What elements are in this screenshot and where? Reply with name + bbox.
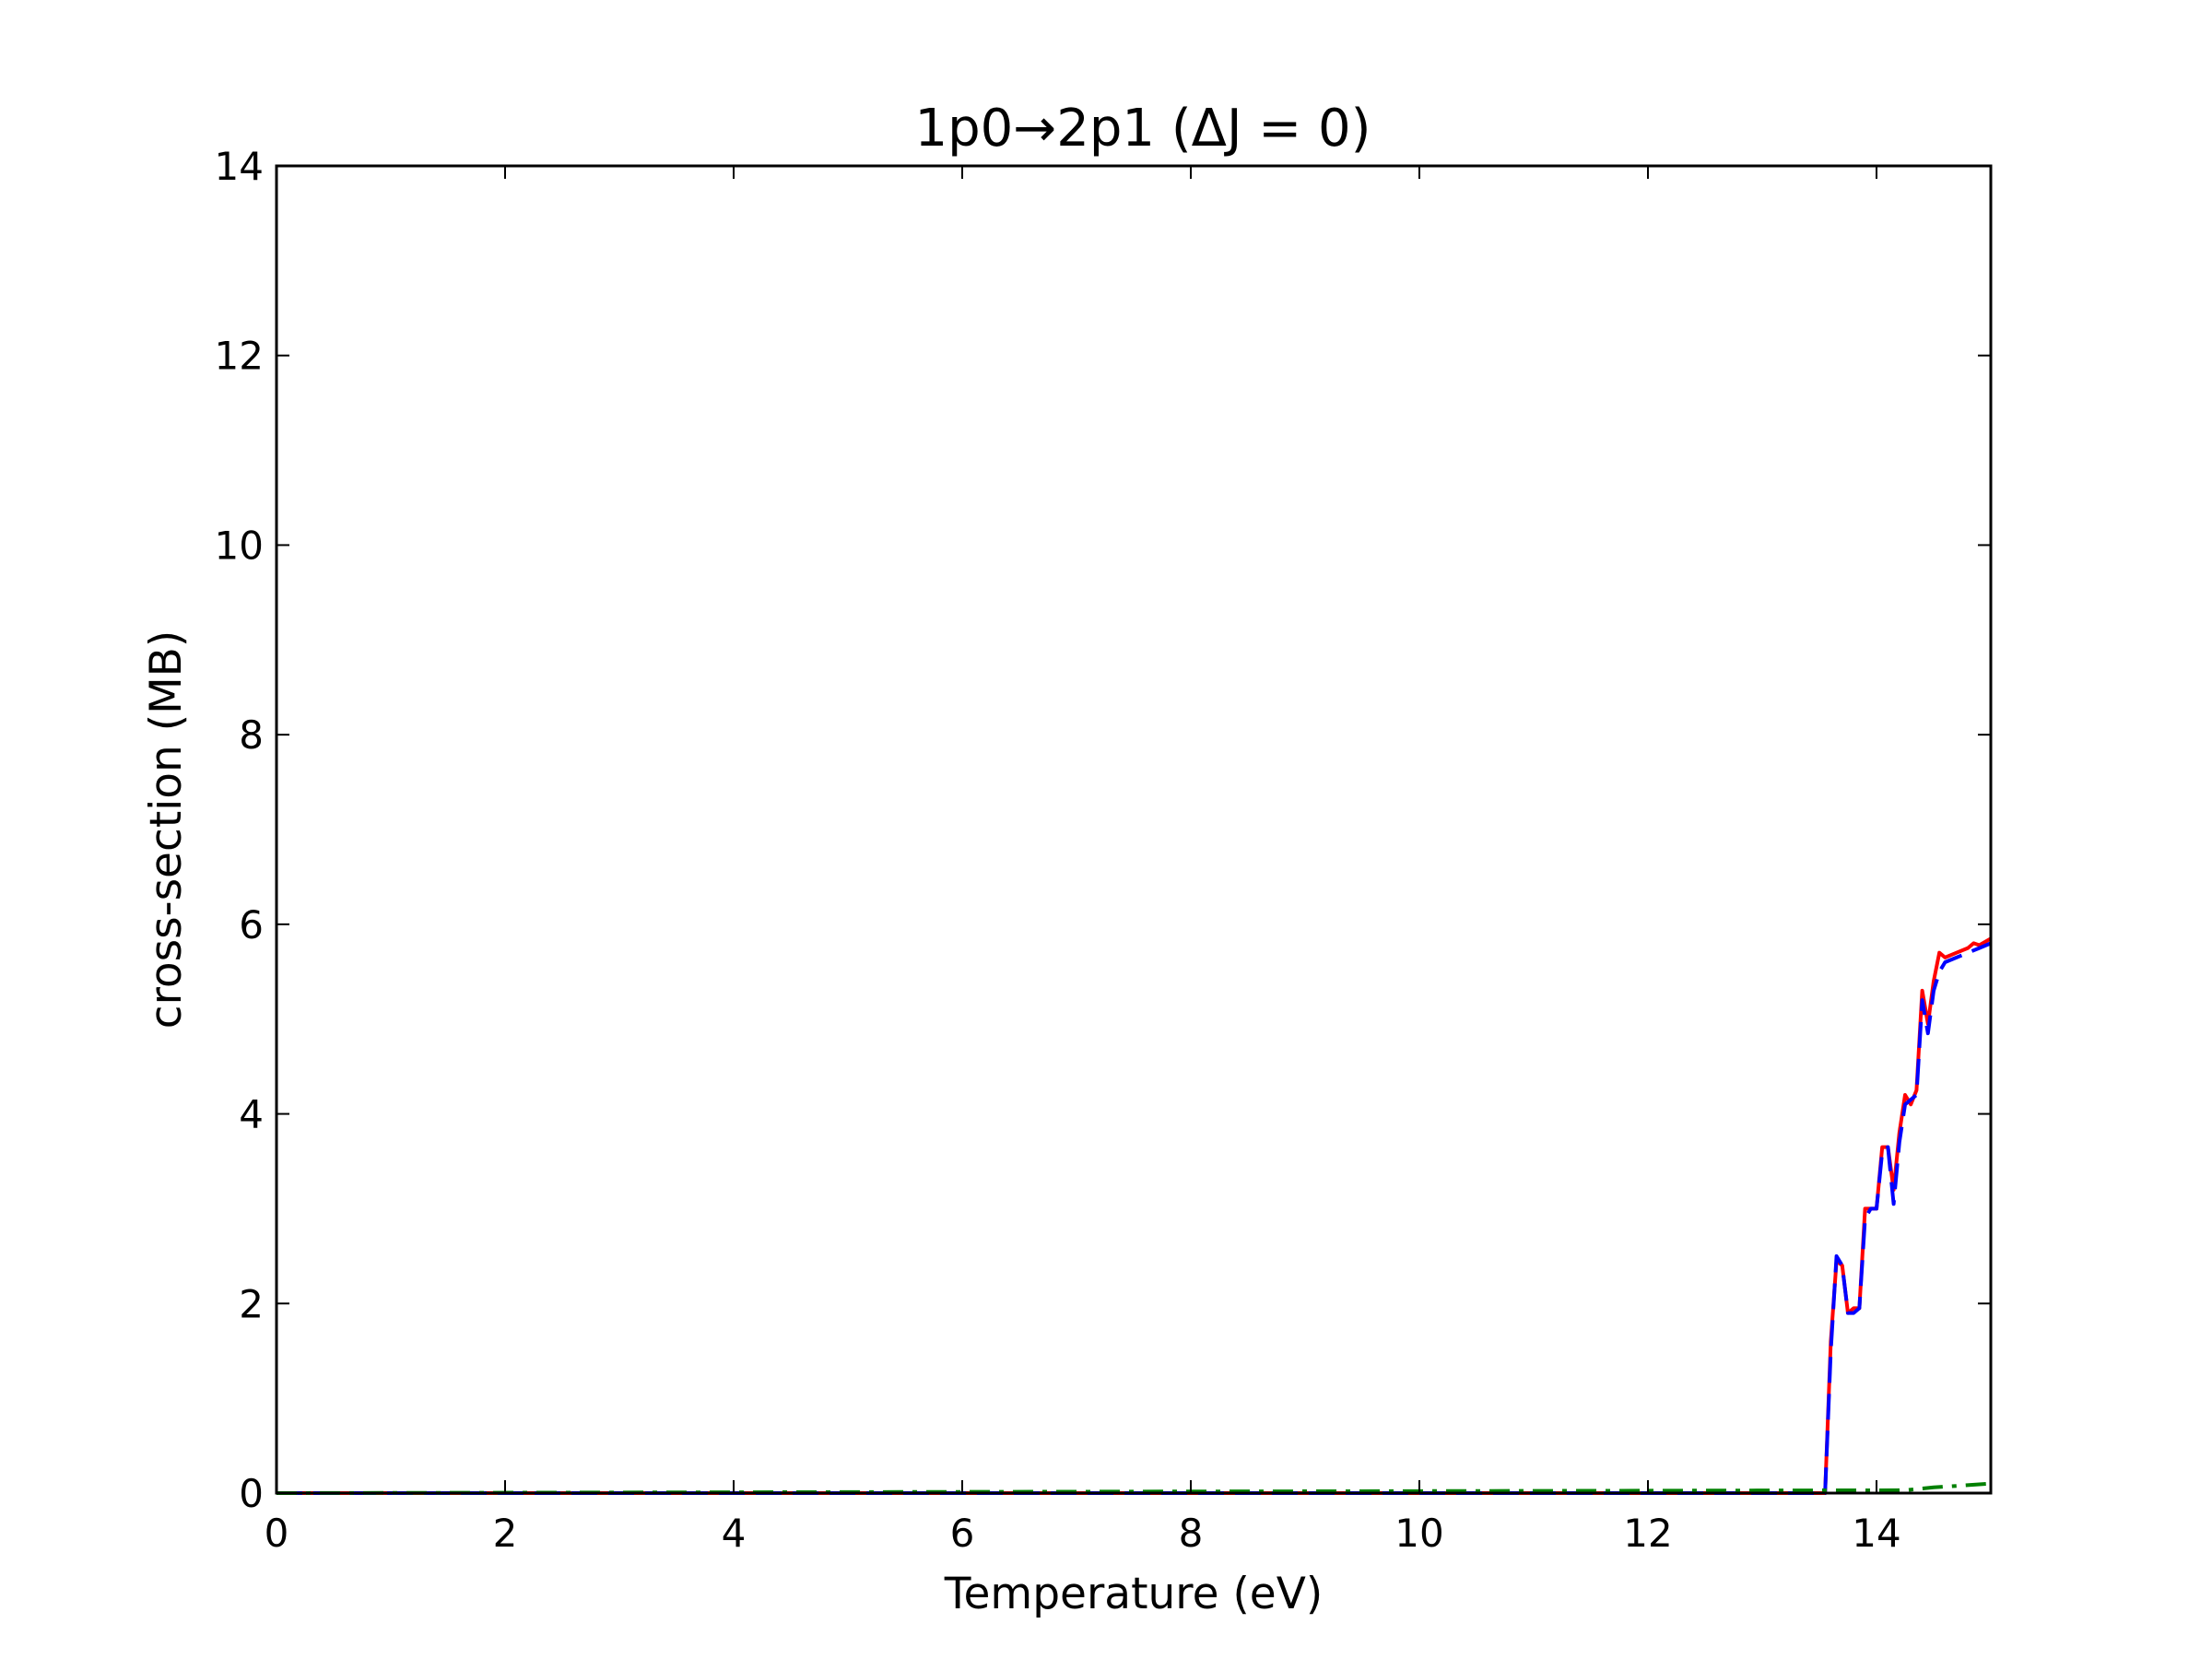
y-tick-label: 6 <box>239 902 264 947</box>
x-tick-label: 10 <box>1394 1511 1443 1556</box>
x-axis-label: Temperature (eV) <box>944 1569 1323 1619</box>
x-tick-label: 6 <box>950 1511 975 1556</box>
y-tick-label: 2 <box>239 1281 264 1326</box>
y-tick-label: 12 <box>215 334 264 379</box>
series-line-2 <box>276 941 1992 1495</box>
y-tick-label: 0 <box>239 1471 264 1516</box>
y-tick-label: 8 <box>239 712 264 758</box>
y-tick-label: 14 <box>215 144 264 189</box>
series-line-3 <box>276 1481 1992 1495</box>
x-tick-label: 12 <box>1623 1511 1672 1556</box>
x-tick-label: 4 <box>722 1511 747 1556</box>
y-axis-ticks: 0 2 4 6 8 10 12 14 <box>215 144 1991 1516</box>
x-tick-label: 8 <box>1179 1511 1204 1556</box>
y-tick-label: 10 <box>215 523 264 568</box>
plot-frame <box>275 164 1993 1495</box>
y-axis-label: cross-section (MB) <box>141 630 192 1030</box>
x-tick-label: 2 <box>493 1511 518 1556</box>
y-tick-label: 4 <box>239 1092 264 1137</box>
x-axis-ticks: 0 2 4 6 8 10 12 14 <box>265 166 1901 1556</box>
plot-area <box>276 936 1993 1495</box>
chart-title: 1p0→2p1 (ΔJ = 0) <box>914 99 1371 159</box>
x-tick-label: 14 <box>1852 1511 1900 1556</box>
x-tick-label: 0 <box>265 1511 289 1556</box>
